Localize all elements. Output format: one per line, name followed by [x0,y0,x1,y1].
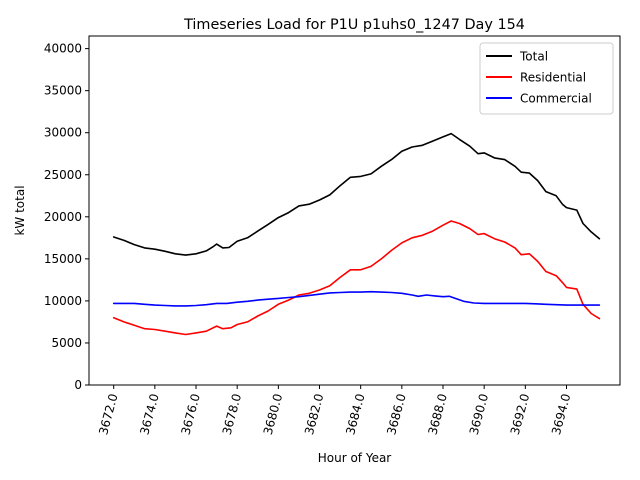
chart-title: Timeseries Load for P1U p1uhs0_1247 Day … [183,17,525,33]
y-tick-label: 25000 [44,168,82,182]
legend-label-commercial: Commercial [520,92,592,106]
series-line-commercial [112,290,601,307]
plot-frame [88,35,621,386]
legend-label-total: Total [519,50,548,64]
y-tick-label: 5000 [51,336,82,350]
y-tick-label: 0 [74,378,82,392]
x-axis-label: Hour of Year [318,451,392,465]
y-tick-label: 20000 [44,210,82,224]
y-tick-label: 30000 [44,126,82,140]
legend: Total Residential Commercial [479,42,614,115]
y-tick-label: 40000 [44,42,82,56]
y-tick-label: 35000 [44,84,82,98]
y-axis: 0 5000 10000 15000 20000 25000 30000 35000 40000 [44,42,89,392]
series-layer [112,132,601,336]
legend-box [479,42,614,115]
y-axis-label: kW total [13,185,27,235]
series-line-total [112,132,601,256]
legend-label-residential: Residential [520,71,586,85]
y-tick-label: 10000 [44,294,82,308]
series-line-residential [112,220,601,336]
y-tick-label: 15000 [44,252,82,266]
